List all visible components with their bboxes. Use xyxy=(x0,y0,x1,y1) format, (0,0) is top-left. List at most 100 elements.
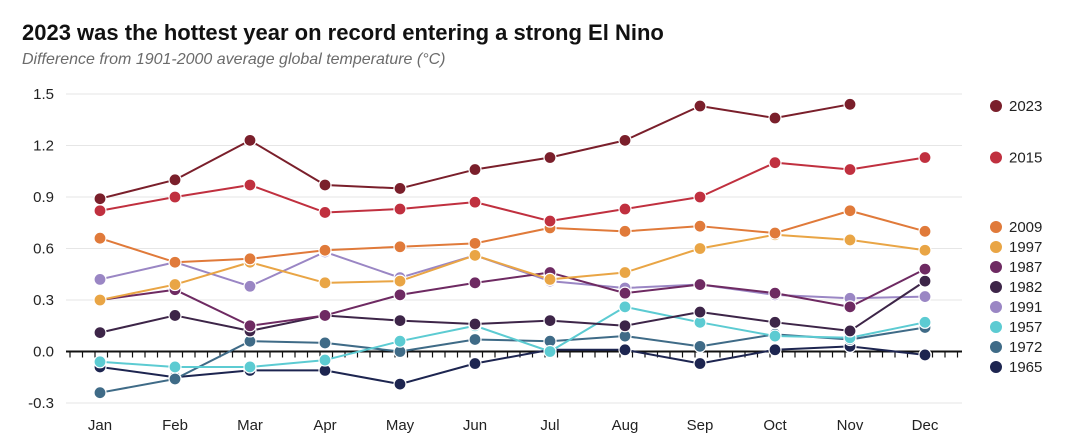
data-point xyxy=(243,252,257,266)
data-point xyxy=(318,336,332,350)
legend-label: 1987 xyxy=(1009,259,1042,276)
legend-item-2015: 2015 xyxy=(990,150,1042,167)
series-1965 xyxy=(93,339,932,391)
series-line xyxy=(99,268,926,327)
legend-marker xyxy=(990,221,1002,233)
data-point xyxy=(243,360,257,374)
series-1991 xyxy=(93,245,932,305)
x-tick-label: Jul xyxy=(540,417,559,434)
legend-item-2009: 2009 xyxy=(990,219,1042,236)
data-point xyxy=(768,156,782,170)
legend-item-1991: 1991 xyxy=(990,299,1042,316)
data-point xyxy=(393,377,407,391)
data-point xyxy=(693,356,707,371)
legend-label: 1965 xyxy=(1009,359,1042,376)
legend-marker xyxy=(990,151,1002,164)
data-point xyxy=(768,286,782,300)
data-point xyxy=(618,265,632,280)
data-point xyxy=(393,314,407,328)
data-point xyxy=(543,272,557,286)
data-point xyxy=(843,324,857,338)
data-point xyxy=(468,332,482,347)
chart-title: 2023 was the hottest year on record ente… xyxy=(22,20,664,45)
data-point xyxy=(618,224,632,238)
data-point xyxy=(918,150,932,165)
legend-item-1982: 1982 xyxy=(990,279,1042,296)
series-line xyxy=(99,280,926,334)
data-point xyxy=(168,255,182,269)
series-2009 xyxy=(93,204,932,269)
data-point xyxy=(918,274,932,288)
legend-item-1965: 1965 xyxy=(990,359,1042,376)
data-point xyxy=(93,355,107,369)
data-point xyxy=(918,224,932,238)
data-point xyxy=(618,343,632,357)
data-point xyxy=(543,344,557,359)
data-point xyxy=(468,248,482,262)
data-point xyxy=(918,289,932,304)
legend-marker xyxy=(990,341,1002,353)
data-point xyxy=(468,162,482,177)
data-point xyxy=(693,219,707,233)
data-point xyxy=(618,202,632,216)
series-line xyxy=(99,250,926,300)
legend-marker xyxy=(990,361,1002,373)
series-line xyxy=(99,233,926,301)
data-point xyxy=(393,202,407,216)
legend: 2023 2015 2009 1997 1987 1982 1991 1957 1972 1965 xyxy=(990,98,1042,376)
series-1972 xyxy=(93,320,932,400)
data-point xyxy=(168,360,182,374)
data-point xyxy=(93,386,107,400)
data-point xyxy=(93,272,107,286)
data-point xyxy=(318,308,332,323)
series-2015 xyxy=(93,150,932,228)
data-point xyxy=(543,314,557,328)
data-point xyxy=(768,315,782,329)
data-point xyxy=(693,190,707,204)
series-1957 xyxy=(93,300,932,374)
data-point xyxy=(468,276,482,290)
y-tick-label: 0.9 xyxy=(33,189,54,206)
data-point xyxy=(843,162,857,177)
data-point xyxy=(468,317,482,331)
legend-label: 2009 xyxy=(1009,219,1042,236)
data-point xyxy=(693,277,707,292)
legend-label: 2015 xyxy=(1009,150,1042,167)
data-point xyxy=(93,231,107,245)
data-point xyxy=(843,233,857,247)
series-line xyxy=(99,305,926,368)
data-point xyxy=(393,181,407,196)
x-tick-label: Jan xyxy=(88,417,112,434)
tick-labels: -0.3 0.0 0.3 0.6 0.9 1.2 1.5 Jan Feb Mar Apr May Jun… xyxy=(28,86,939,434)
y-tick-label: 0.6 xyxy=(33,241,54,258)
data-point xyxy=(768,343,782,357)
legend-item-1987: 1987 xyxy=(990,259,1042,276)
data-point xyxy=(318,276,332,290)
data-point xyxy=(693,241,707,256)
data-point xyxy=(168,173,182,187)
y-tick-label: 0.3 xyxy=(33,292,54,309)
series-line xyxy=(99,209,926,264)
data-point xyxy=(243,279,257,293)
legend-marker xyxy=(990,301,1002,313)
data-point xyxy=(318,353,332,367)
data-point xyxy=(168,308,182,323)
data-point xyxy=(768,111,782,125)
x-tick-label: Mar xyxy=(237,417,263,434)
x-tick-label: Nov xyxy=(837,417,864,434)
series-1982 xyxy=(93,274,932,340)
x-tick-label: May xyxy=(386,417,415,434)
x-tick-label: Aug xyxy=(612,417,639,434)
series-2023 xyxy=(93,97,857,206)
data-point xyxy=(93,293,107,307)
data-point xyxy=(618,133,632,147)
data-point xyxy=(843,204,857,218)
data-point xyxy=(918,315,932,329)
legend-item-1957: 1957 xyxy=(990,319,1042,336)
legend-marker xyxy=(990,321,1002,333)
x-axis xyxy=(66,350,962,358)
legend-label: 1982 xyxy=(1009,279,1042,296)
data-point xyxy=(168,190,182,204)
data-point xyxy=(393,288,407,302)
